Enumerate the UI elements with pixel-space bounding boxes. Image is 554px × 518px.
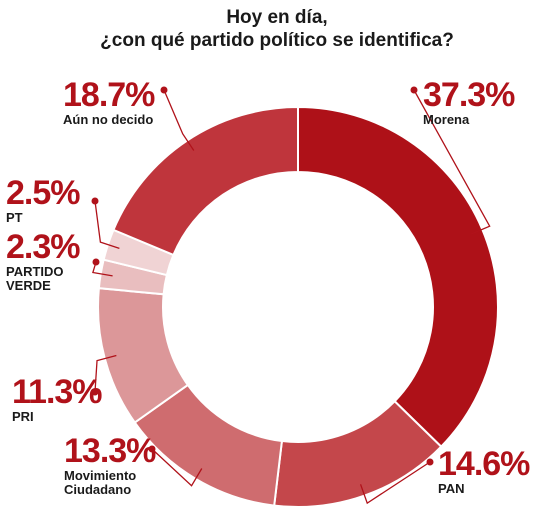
label-verde-value: 2.3% bbox=[6, 228, 80, 266]
label-pt: 2.5% PT bbox=[6, 176, 80, 225]
label-pri-value: 11.3% bbox=[12, 373, 103, 411]
leader-line-pan bbox=[359, 461, 431, 505]
label-verde-name-line-2: VERDE bbox=[6, 278, 51, 293]
label-movimiento-ciudadano: 13.3% Movimiento Ciudadano bbox=[64, 432, 156, 497]
leader-line-pt bbox=[94, 200, 120, 249]
label-nodecido-value: 18.7% bbox=[63, 76, 155, 114]
leader-line-pri bbox=[94, 354, 117, 393]
label-morena: 37.3% Morena bbox=[423, 76, 515, 127]
leader-dot-pan bbox=[426, 458, 434, 466]
label-mc-name-line-1: Movimiento bbox=[64, 468, 137, 483]
label-nodecido-name: Aún no decido bbox=[63, 112, 154, 127]
chart-title: Hoy en día, ¿con qué partido político se… bbox=[0, 6, 554, 52]
label-partido-verde: 2.3% PARTIDO VERDE bbox=[6, 230, 80, 293]
label-pan-name: PAN bbox=[438, 481, 465, 496]
label-morena-name: Morena bbox=[423, 112, 470, 127]
label-mc-value: 13.3% bbox=[64, 432, 156, 470]
leader-dot-pt bbox=[91, 197, 99, 205]
leader-line-partido-verde bbox=[92, 261, 113, 277]
leader-dot-morena bbox=[410, 86, 418, 94]
leader-dot-aun-no-decido bbox=[160, 86, 168, 94]
label-pan-value: 14.6% bbox=[438, 445, 530, 483]
label-verde-name-line-1: PARTIDO bbox=[6, 264, 64, 279]
label-morena-value: 37.3% bbox=[423, 76, 515, 114]
label-pt-name: PT bbox=[6, 210, 23, 225]
leader-dot-movimiento-ciudadano bbox=[148, 445, 156, 453]
label-pri-name: PRI bbox=[12, 409, 34, 424]
leader-dot-partido-verde bbox=[92, 258, 100, 266]
leader-line-morena bbox=[413, 89, 491, 235]
leader-dot-pri bbox=[91, 388, 99, 396]
label-pan: 14.6% PAN bbox=[438, 445, 530, 496]
slice-aun-no-decido bbox=[112, 105, 299, 257]
leader-line-movimiento-ciudadano bbox=[151, 448, 203, 487]
chart-title-line-2: ¿con qué partido político se identifica? bbox=[100, 30, 454, 51]
label-mc-name-line-2: Ciudadano bbox=[64, 482, 132, 497]
chart-title-line-1: Hoy en día, bbox=[226, 7, 328, 28]
leader-line-aun-no-decido bbox=[163, 89, 195, 151]
label-aun-no-decido: 18.7% Aún no decido bbox=[63, 76, 155, 127]
slice-morena bbox=[297, 105, 499, 449]
label-pt-value: 2.5% bbox=[6, 174, 80, 212]
label-pri: 11.3% PRI bbox=[12, 373, 103, 424]
